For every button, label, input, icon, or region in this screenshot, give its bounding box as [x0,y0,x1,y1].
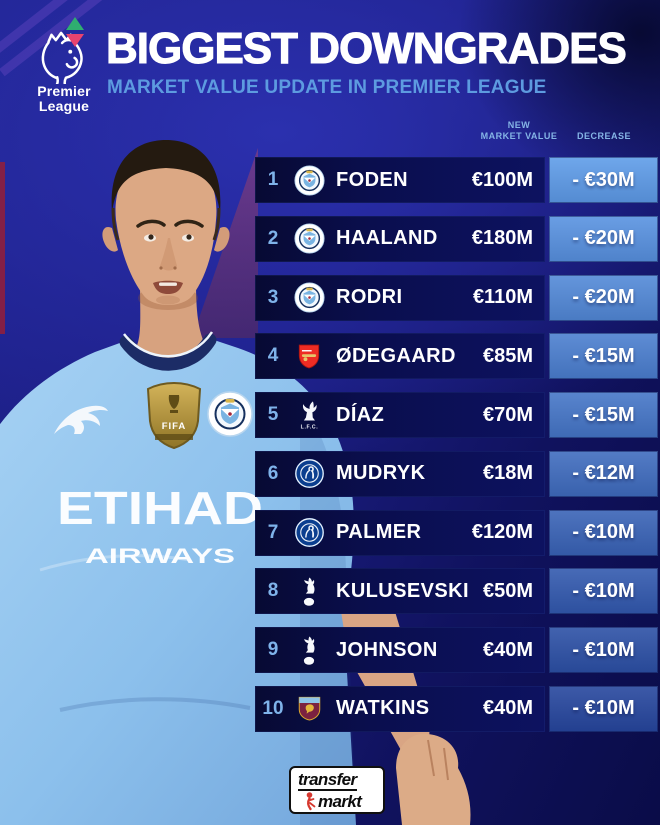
table-row: 6 MUDRYK €18M - €12M [255,450,658,497]
player-row-main-cell: 7 PALMER €120M [255,509,545,556]
new-market-value: €120M [471,521,533,543]
rank-label: 6 [267,462,279,484]
decrease-cell: - €10M [549,685,658,732]
player-name: FODEN [336,168,408,191]
player-row-main-cell: 5 L.F.C. DÍAZ €70M [255,392,545,438]
league-name-line1: Premier [37,83,91,99]
player-name: DÍAZ [336,403,385,426]
player-name: RODRI [336,286,403,308]
rank-label: 1 [267,169,279,190]
player-name: ØDEGAARD [336,344,456,367]
arsenal-badge-icon [291,338,327,374]
player-name: WATKINS [336,697,430,720]
page-title: BIGGEST DOWNGRADES [106,24,628,74]
page-subtitle: MARKET VALUE UPDATE IN PREMIER LEAGUE [107,77,547,98]
new-market-value: €70M [482,403,533,426]
rank-label: 9 [267,639,279,660]
player-row-main-cell: 6 MUDRYK €18M [255,450,545,497]
transfermarkt-figure-icon [306,792,316,811]
tottenham-badge-icon [291,573,327,609]
column-header-new-market-value: NEW MARKET VALUE [469,120,569,142]
brand-line1: transfer [298,770,357,791]
player-name: KULUSEVSKI [336,579,469,602]
arrow-down-icon [66,34,84,47]
puma-logo-icon [54,405,108,434]
shirt-sponsor-line1: ETIHAD [57,482,263,534]
svg-text:L.F.C.: L.F.C. [300,425,318,431]
rank-label: 4 [267,345,279,367]
player-hand [396,733,471,825]
decrease-cell: - €20M [549,274,658,321]
player-name: JOHNSON [336,638,438,661]
aston-villa-badge-icon [291,691,327,727]
fifa-badge-text: FIFA [162,421,187,432]
red-edge-accent [0,162,5,334]
decrease-cell: - €10M [549,509,658,556]
new-market-value: €40M [482,697,533,720]
man-city-crest-icon [207,391,253,437]
table-row: 9 JOHNSON €40M - €10M [255,627,658,673]
table-row: 5 L.F.C. DÍAZ €70M - €15M [255,392,658,438]
brand-line2: markt [318,792,362,811]
table-row: 7 PALMER €120M - €10M [255,509,658,556]
rank-label: 2 [267,227,279,249]
decrease-cell: - €10M [549,627,658,673]
table-row: 1 FODEN €100M - €30M [255,157,658,203]
player-row-main-cell: 10 WATKINS €40M [255,685,545,732]
manchester-city-badge-icon [291,162,327,198]
new-market-value: €180M [471,227,533,250]
manchester-city-badge-icon [291,280,327,316]
fifa-club-badge-icon: FIFA [146,381,202,450]
chelsea-badge-icon [291,515,327,551]
player-hair [111,140,221,212]
shirt-sponsor-line2: AIRWAYS [85,545,235,568]
rank-label: 10 [262,697,284,719]
arrow-up-icon [66,17,84,30]
column-header-decrease: DECREASE [576,131,631,141]
rank-label: 5 [267,404,279,425]
player-row-main-cell: 8 KULUSEVSKI €50M [255,568,545,615]
tottenham-badge-icon [291,632,327,668]
value-change-arrows [66,17,84,47]
new-market-value: €40M [482,638,533,661]
new-market-value: €100M [471,168,533,191]
new-market-value: €50M [482,579,533,602]
decrease-cell: - €20M [549,215,658,262]
table-row: 4 ØDEGAARD €85M - €15M [255,333,658,380]
player-row-main-cell: 1 FODEN €100M [255,157,545,203]
player-row-main-cell: 9 JOHNSON €40M [255,627,545,673]
rank-label: 8 [267,580,279,602]
player-face [102,140,230,305]
player-name: HAALAND [336,227,438,250]
player-name: MUDRYK [336,462,426,485]
rank-label: 7 [267,521,279,543]
new-market-value: €85M [482,344,533,367]
decrease-cell: - €30M [549,157,658,203]
table-row: 2 HAALAND €180M - €20M [255,215,658,262]
manchester-city-badge-icon [291,221,327,257]
value-header-line2: MARKET VALUE [480,131,558,141]
decrease-cell: - €15M [549,392,658,438]
player-name: PALMER [336,521,422,543]
premier-league-lion-icon [41,31,83,84]
liverpool-badge-icon: L.F.C. [291,397,327,433]
player-row-main-cell: 2 HAALAND €180M [255,215,545,262]
chelsea-badge-icon [291,456,327,492]
value-header-line1: NEW [507,120,531,130]
decrease-cell: - €10M [549,568,658,615]
new-market-value: €18M [482,462,533,485]
decrease-cell: - €12M [549,450,658,497]
rank-label: 3 [267,286,279,308]
decrease-cell: - €15M [549,333,658,380]
premier-league-logo: Premier League [14,30,114,114]
table-row: 8 KULUSEVSKI €50M - €10M [255,568,658,615]
table-row: 3 RODRI €110M - €20M [255,274,658,321]
table-row: 10 WATKINS €40M - €10M [255,685,658,732]
transfermarkt-logo: transfer markt [289,766,385,814]
league-name-line2: League [38,98,90,114]
player-row-main-cell: 4 ØDEGAARD €85M [255,333,545,380]
player-row-main-cell: 3 RODRI €110M [255,274,545,321]
new-market-value: €110M [472,286,533,308]
